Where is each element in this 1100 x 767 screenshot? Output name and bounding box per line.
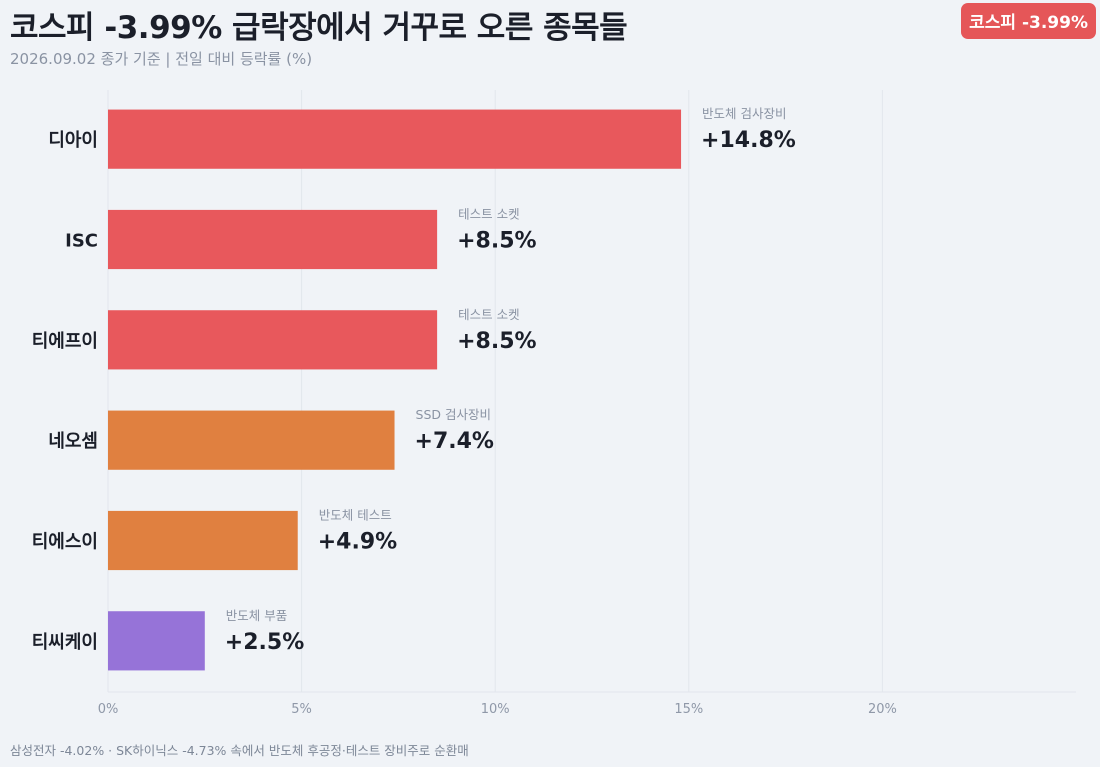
data-label: +2.5% (225, 630, 304, 655)
annotation-label: SSD 검사장비 (416, 407, 491, 422)
category-label: 네오셈 (48, 431, 98, 452)
annotation-label: 반도체 검사장비 (702, 106, 786, 121)
bar-6 (108, 611, 205, 671)
chart-subtitle: 2026.09.02 종가 기준 | 전일 대비 등락률 (%) (10, 50, 313, 68)
annotation-label: 테스트 소켓 (458, 207, 519, 222)
bar-3 (108, 310, 438, 370)
category-label: 티에스이 (32, 532, 98, 553)
kospi-badge: 코스피 -3.99% (961, 3, 1096, 39)
footnote: 삼성전자 -4.02% · SK하이닉스 -4.73% 속에서 반도체 후공정·… (10, 743, 469, 758)
label-layer: 0% 5% 10% 15% 20% 디아이 반도체 검사장비 +14.8% ISC 테스트 소켓 +… (32, 106, 897, 717)
data-label: +14.8% (701, 128, 796, 153)
x-tick-label: 15% (674, 702, 703, 717)
bar-1 (108, 109, 682, 169)
annotation-label: 반도체 테스트 (319, 508, 392, 523)
annotation-label: 테스트 소켓 (458, 307, 519, 322)
category-label: ISC (65, 231, 98, 252)
x-tick-label: 10% (481, 702, 510, 717)
category-label: 티에프이 (32, 331, 98, 352)
data-label: +4.9% (318, 530, 397, 555)
grid-layer (107, 90, 1076, 693)
bar-layer (108, 109, 682, 671)
annotation-label: 반도체 부품 (226, 608, 287, 623)
x-tick-label: 0% (98, 702, 119, 717)
bar-5 (108, 510, 298, 571)
data-label: +8.5% (457, 229, 536, 254)
x-tick-label: 5% (291, 702, 312, 717)
bar-2 (108, 209, 438, 270)
data-label: +7.4% (415, 429, 494, 454)
category-label: 티씨케이 (32, 632, 98, 653)
bar-4 (108, 410, 395, 470)
category-label: 디아이 (48, 130, 98, 151)
chart-title: 코스피 -3.99% 급락장에서 거꾸로 오른 종목들 (10, 10, 628, 46)
x-tick-label: 20% (868, 702, 897, 717)
data-label: +8.5% (457, 329, 536, 354)
